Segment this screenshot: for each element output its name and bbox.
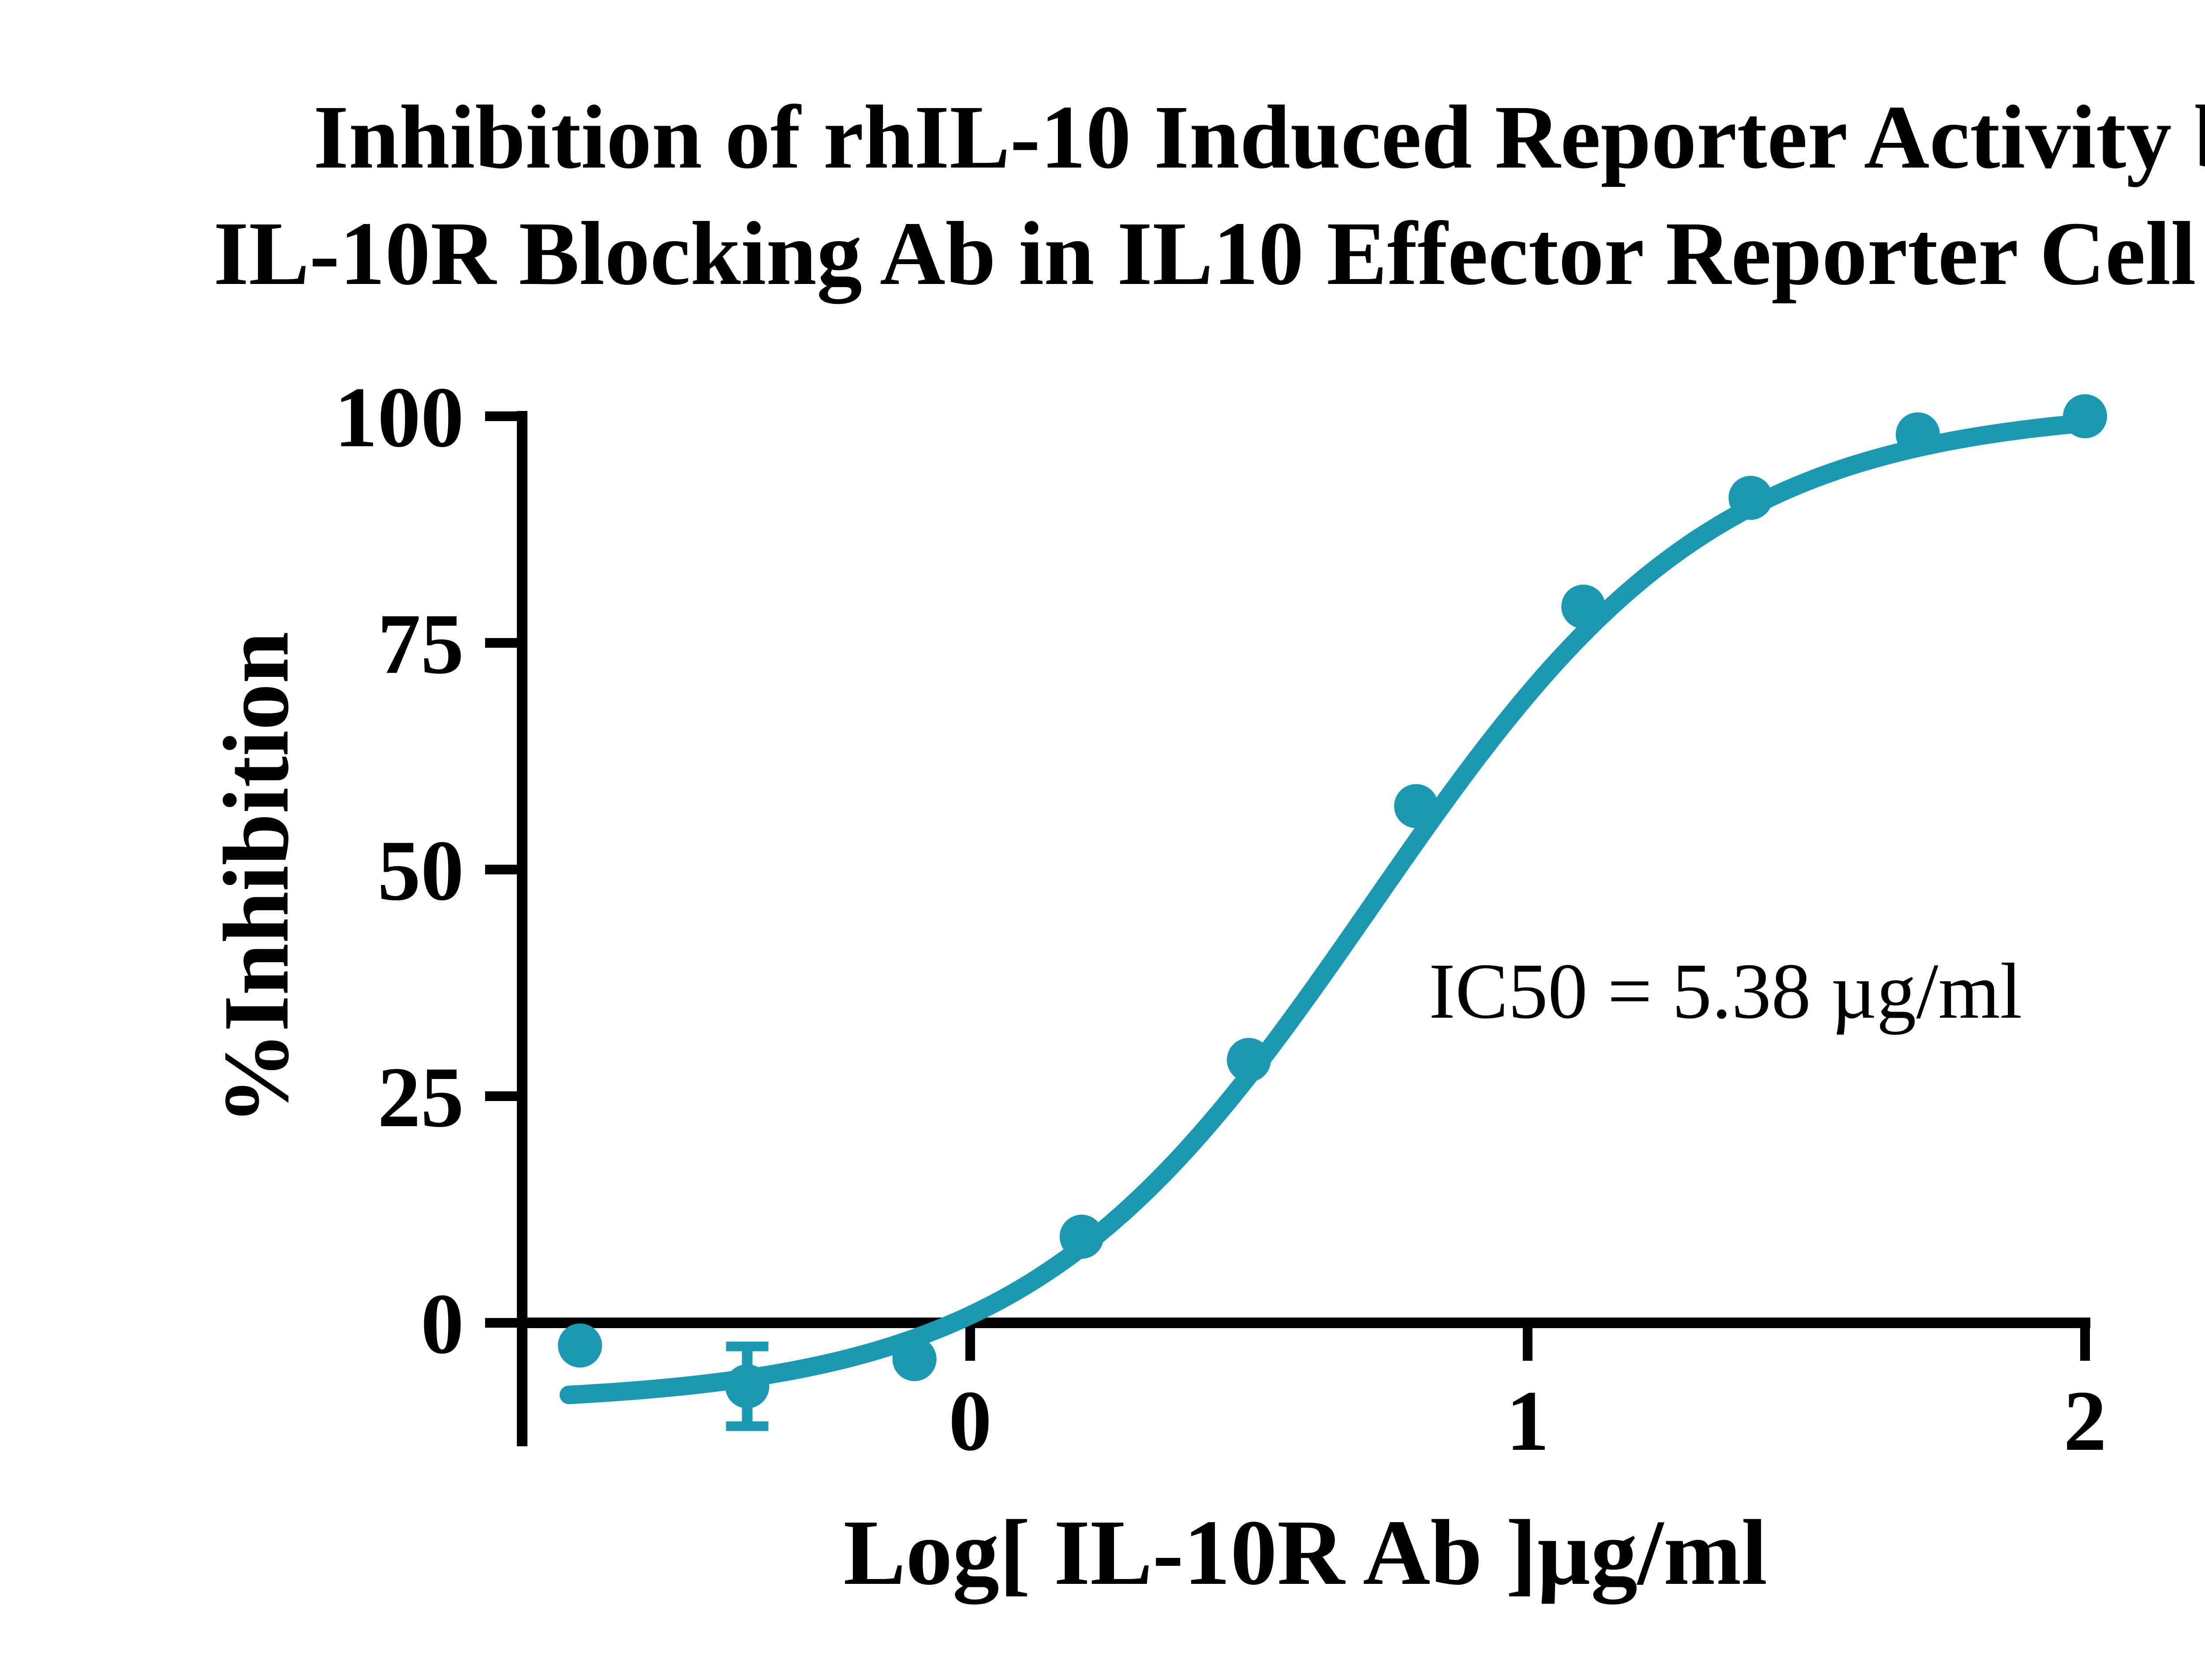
data-point-2 xyxy=(725,1364,770,1408)
x-tick-label-0: 0 xyxy=(949,1373,992,1469)
data-point-3 xyxy=(892,1337,937,1381)
y-tick-label-50: 50 xyxy=(377,823,464,918)
data-point-5 xyxy=(1227,1038,1271,1082)
y-tick-label-75: 75 xyxy=(377,596,464,692)
x-axis-label: Log[ IL-10R Ab ]µg/ml xyxy=(843,1501,1767,1605)
y-tick-label-25: 25 xyxy=(377,1049,464,1145)
fit-curve xyxy=(559,414,2094,1404)
data-point-8 xyxy=(1728,476,1773,520)
data-point-1 xyxy=(558,1323,602,1368)
y-tick-label-0: 0 xyxy=(421,1276,464,1372)
axes: 0 25 50 75 100 0 1 2 xyxy=(334,370,2107,1469)
data-point-10 xyxy=(2063,394,2107,438)
x-tick-label-1: 1 xyxy=(1506,1373,1549,1469)
y-tick-label-100: 100 xyxy=(334,370,464,465)
chart-title-line-2: IL-10R Blocking Ab in IL10 Effector Repo… xyxy=(213,203,2205,304)
data-point-4 xyxy=(1059,1214,1104,1259)
data-point-6 xyxy=(1394,784,1439,829)
ic50-annotation: IC50 = 5.38 µg/ml xyxy=(1429,947,2022,1035)
data-point-7 xyxy=(1561,584,1606,629)
chart-title-line-1: Inhibition of rhIL-10 Induced Reporter A… xyxy=(314,86,2205,187)
data-point-9 xyxy=(1895,412,1940,457)
x-tick-label-2: 2 xyxy=(2063,1373,2107,1469)
y-axis-label: %Inhibition xyxy=(204,631,308,1125)
series-il10r-ab xyxy=(558,394,2107,1431)
